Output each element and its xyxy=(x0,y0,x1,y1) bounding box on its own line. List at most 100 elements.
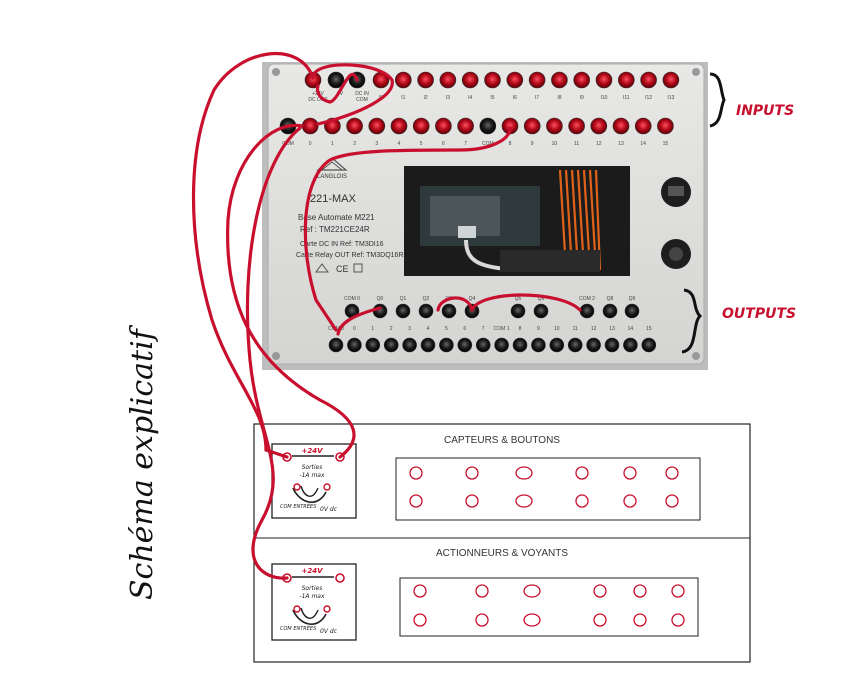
connector-hole[interactable] xyxy=(409,494,423,508)
output-jack[interactable] xyxy=(418,303,434,319)
output-jack[interactable] xyxy=(549,337,565,353)
connector-hole[interactable] xyxy=(665,466,679,480)
input-jack[interactable] xyxy=(457,117,474,135)
input-jack[interactable] xyxy=(657,117,674,135)
output-jack[interactable] xyxy=(395,303,411,319)
connector-hole[interactable] xyxy=(633,613,647,627)
input-jack[interactable] xyxy=(590,117,608,135)
connector-hole[interactable] xyxy=(671,613,685,627)
plc-window xyxy=(404,166,630,276)
input-jack[interactable] xyxy=(640,71,657,89)
power-jack[interactable] xyxy=(304,71,322,89)
output-jack[interactable] xyxy=(512,337,528,353)
connector-hole[interactable] xyxy=(475,584,489,598)
jack-label: 0 xyxy=(309,141,312,147)
output-jack[interactable] xyxy=(510,303,526,319)
input-jack[interactable] xyxy=(394,71,412,89)
connector-hole[interactable] xyxy=(633,584,647,598)
input-jack[interactable] xyxy=(573,71,591,89)
output-jack[interactable] xyxy=(586,337,601,353)
input-jack[interactable] xyxy=(634,117,652,135)
output-jack[interactable] xyxy=(457,337,473,353)
input-jack[interactable] xyxy=(417,71,434,89)
output-jack[interactable] xyxy=(533,303,549,319)
input-jack[interactable] xyxy=(662,71,680,89)
jack-label: 13 xyxy=(609,326,615,332)
input-jack[interactable] xyxy=(390,117,408,135)
input-jack[interactable] xyxy=(617,71,635,89)
input-jack[interactable] xyxy=(546,117,563,135)
input-jack[interactable] xyxy=(595,71,613,89)
connector-hole[interactable] xyxy=(575,466,589,480)
connector-hole[interactable] xyxy=(515,494,533,508)
input-jack[interactable] xyxy=(439,71,457,89)
connector-hole[interactable] xyxy=(515,466,533,480)
jack-label: 0 xyxy=(353,326,356,332)
connector-hole[interactable] xyxy=(575,494,589,508)
output-jack[interactable] xyxy=(347,337,362,353)
com-jack[interactable] xyxy=(479,117,497,135)
output-jack[interactable] xyxy=(494,337,509,353)
connector-hole[interactable] xyxy=(465,494,479,508)
input-jack[interactable] xyxy=(435,117,452,135)
output-jack-row-1: COM 0 Q0 Q1 Q2 Q3 Q4 Q5 Q6 COM 2 Q8 Q9 xyxy=(344,296,640,319)
connector-hole[interactable] xyxy=(523,613,541,627)
output-jack[interactable] xyxy=(420,337,436,353)
connector-hole[interactable] xyxy=(523,584,541,598)
module-jack-com[interactable] xyxy=(293,605,301,613)
output-jack[interactable] xyxy=(531,337,546,353)
output-jack[interactable] xyxy=(641,337,657,353)
input-jack[interactable] xyxy=(301,117,319,135)
input-jack[interactable] xyxy=(568,117,585,135)
wire-com-to-panel2 xyxy=(245,126,302,580)
jack-label: 0V xyxy=(337,91,344,97)
input-jack[interactable] xyxy=(506,71,524,89)
input-jack[interactable] xyxy=(523,117,541,135)
connector-hole[interactable] xyxy=(623,466,637,480)
output-jack[interactable] xyxy=(402,337,417,353)
jack-label: I11 xyxy=(623,95,630,101)
jack-label: 9 xyxy=(531,141,534,147)
connector-hole[interactable] xyxy=(475,613,489,627)
output-jack[interactable] xyxy=(624,303,640,319)
output-jack[interactable] xyxy=(623,337,638,353)
outputs-label: OUTPUTS xyxy=(722,306,796,322)
output-jack[interactable] xyxy=(383,337,399,353)
connector-hole[interactable] xyxy=(413,613,427,627)
output-jack[interactable] xyxy=(567,337,583,353)
output-jack[interactable] xyxy=(475,337,491,353)
input-jack[interactable] xyxy=(528,71,546,89)
wire-com0-jumper xyxy=(336,306,382,336)
connector-hole[interactable] xyxy=(593,584,607,598)
input-jack[interactable] xyxy=(612,117,630,135)
connector-hole[interactable] xyxy=(671,584,685,598)
input-jack[interactable] xyxy=(551,71,568,89)
output-jack[interactable] xyxy=(602,303,618,319)
output-jack[interactable] xyxy=(604,337,620,353)
connector-hole[interactable] xyxy=(623,494,637,508)
input-jack[interactable] xyxy=(461,71,479,89)
connector-hole[interactable] xyxy=(465,466,479,480)
connector-hole[interactable] xyxy=(413,584,427,598)
input-jack[interactable] xyxy=(346,117,363,135)
input-jack[interactable] xyxy=(484,71,501,89)
output-jack[interactable] xyxy=(441,303,457,319)
power-jack[interactable] xyxy=(327,71,345,89)
output-jack[interactable] xyxy=(365,337,381,353)
module-jack-24v-right[interactable] xyxy=(335,573,345,583)
module-jack-0v[interactable] xyxy=(323,605,331,613)
input-jack[interactable] xyxy=(368,117,386,135)
module-jack-0v[interactable] xyxy=(323,483,331,491)
output-jack[interactable] xyxy=(328,337,344,353)
module-jack-com[interactable] xyxy=(293,483,301,491)
module-sorties: Sorties xyxy=(302,585,323,592)
connector-hole[interactable] xyxy=(593,613,607,627)
output-jack[interactable] xyxy=(439,337,454,353)
jack-label: 14 xyxy=(640,141,646,147)
connector-hole[interactable] xyxy=(409,466,423,480)
connector-hole[interactable] xyxy=(665,494,679,508)
jack-label: Q0 xyxy=(377,296,384,302)
output-jack[interactable] xyxy=(579,303,595,319)
input-jack[interactable] xyxy=(412,117,430,135)
